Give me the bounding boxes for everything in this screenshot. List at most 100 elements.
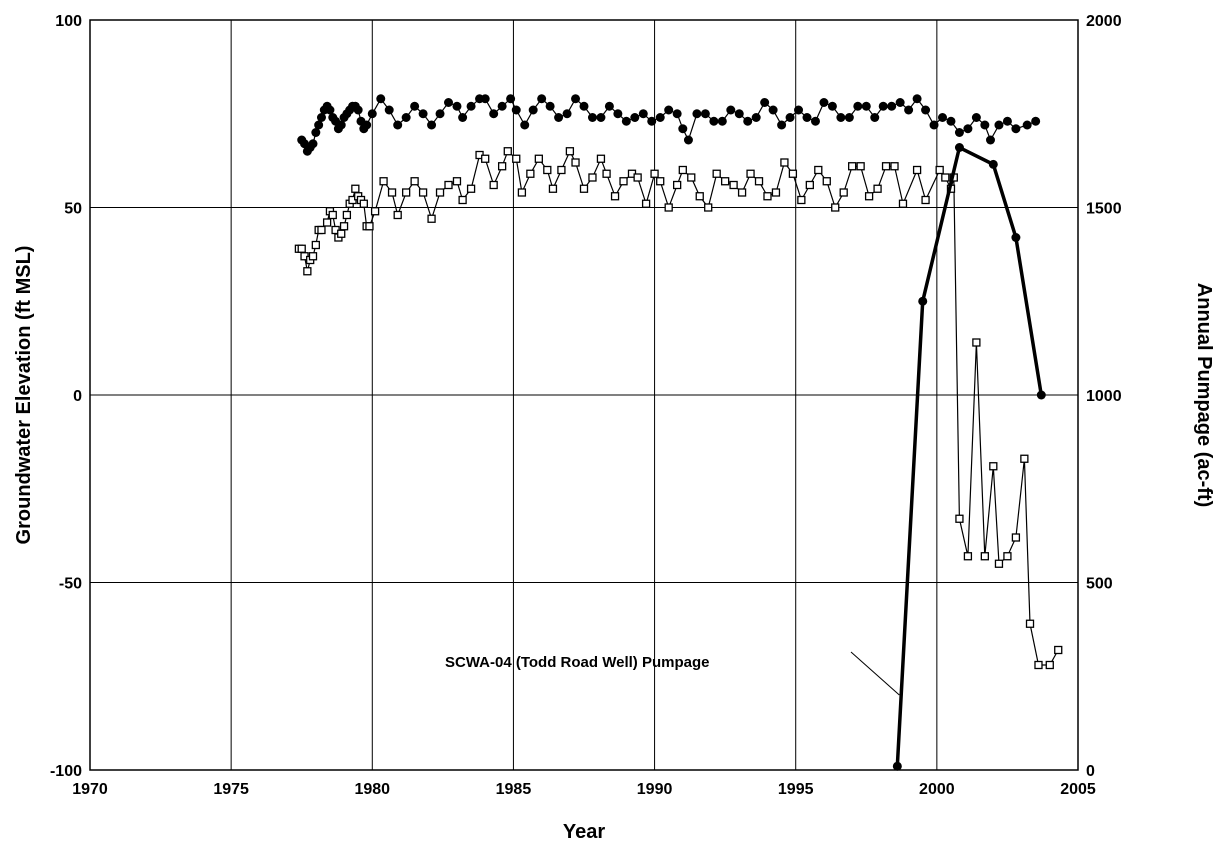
data-point (819, 98, 829, 107)
data-point (678, 165, 687, 175)
series-3 (892, 143, 1046, 771)
data-point (512, 154, 521, 163)
data-point (788, 169, 798, 178)
data-point (418, 188, 428, 197)
data-point (963, 124, 973, 134)
data-point (827, 101, 837, 111)
data-point (317, 225, 326, 235)
data-point (664, 105, 674, 115)
tick-labels: 1970 1975 1980 1985 1990 1995 2000 2005 -100 -50 0… (50, 13, 1122, 798)
data-point (466, 101, 476, 111)
data-point (362, 120, 372, 130)
data-point (848, 162, 857, 171)
data-point (444, 98, 454, 107)
data-point (929, 120, 939, 130)
y-tick-label: -100 (50, 763, 82, 780)
data-point (596, 154, 606, 163)
data-point (526, 169, 535, 178)
data-point (717, 116, 727, 126)
data-point (410, 101, 420, 111)
x-axis-title: Year (563, 821, 605, 843)
data-point (678, 124, 688, 134)
data-point (641, 199, 651, 208)
data-point (545, 101, 555, 111)
data-point (435, 188, 445, 197)
data-point (777, 120, 787, 130)
plot-frame (89, 19, 1079, 771)
grid-lines (90, 20, 1078, 770)
data-point (760, 98, 770, 107)
data-point (427, 120, 437, 130)
data-point (921, 105, 931, 115)
data-point (980, 120, 990, 130)
data-point (1031, 116, 1041, 126)
data-point (489, 109, 499, 119)
data-point (878, 101, 888, 111)
data-point (918, 296, 928, 306)
data-point (785, 113, 795, 122)
annotation-label: SCWA-04 (Todd Road Well) Pumpage (445, 654, 709, 671)
data-point (1003, 552, 1012, 561)
data-point (802, 113, 812, 122)
data-point (384, 105, 394, 115)
data-point (1036, 390, 1046, 400)
x-tick-label: 1985 (496, 781, 532, 798)
data-point (621, 116, 631, 126)
data-point (353, 105, 363, 115)
data-point (503, 147, 512, 156)
data-point (726, 105, 736, 115)
data-point (1020, 454, 1029, 463)
data-point (435, 109, 445, 119)
data-point (664, 203, 673, 212)
data-point (452, 177, 462, 186)
data-point (328, 210, 337, 220)
data-point (771, 188, 781, 197)
data-point (647, 116, 657, 126)
data-point (971, 113, 981, 122)
data-point (794, 105, 804, 115)
data-point (729, 180, 738, 190)
data-point (994, 120, 1004, 130)
y-tick-label: 0 (73, 388, 82, 405)
data-point (763, 192, 772, 201)
data-point (673, 180, 682, 190)
y-tick-label: 50 (64, 201, 82, 218)
y2-tick-label: 2000 (1086, 13, 1122, 30)
data-point (844, 113, 854, 122)
data-point (610, 192, 620, 201)
data-point (656, 177, 665, 186)
data-point (571, 94, 581, 104)
data-point (898, 199, 908, 208)
y-tick-label: -50 (59, 576, 82, 593)
data-point (427, 214, 436, 223)
series-1 (297, 94, 1041, 156)
x-tick-label: 1995 (778, 781, 814, 798)
data-point (954, 143, 964, 152)
data-point (308, 139, 318, 149)
data-point (912, 94, 922, 104)
data-point (562, 109, 572, 119)
data-point (376, 94, 386, 104)
data-point (557, 165, 566, 175)
data-point (534, 154, 543, 163)
data-point (921, 195, 930, 205)
data-point (954, 128, 964, 137)
data-point (365, 222, 374, 231)
data-point (870, 113, 880, 122)
data-point (528, 105, 538, 115)
data-point (342, 210, 352, 220)
data-point (322, 218, 332, 227)
data-point (466, 184, 476, 193)
data-point (336, 120, 346, 130)
data-point (489, 180, 498, 190)
data-point (520, 120, 530, 130)
data-point (712, 169, 721, 178)
data-point (311, 240, 320, 250)
data-point (650, 169, 659, 178)
data-point (638, 109, 648, 119)
data-point (303, 267, 312, 276)
data-point (709, 116, 719, 126)
data-point (619, 177, 628, 186)
data-point (904, 105, 914, 115)
data-point (972, 338, 981, 347)
